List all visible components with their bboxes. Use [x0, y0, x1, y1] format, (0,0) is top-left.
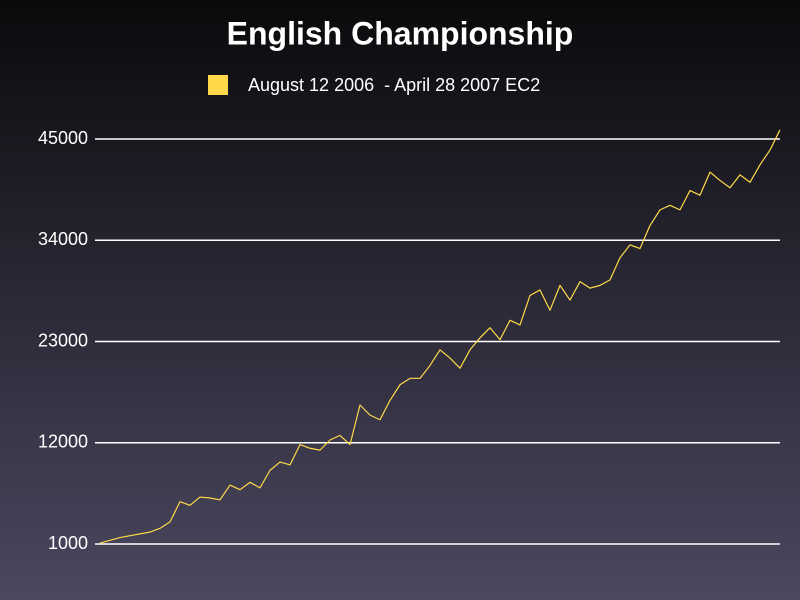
chart-title: English Championship	[227, 15, 574, 51]
y-tick-label: 34000	[38, 229, 88, 249]
legend-label: August 12 2006 - April 28 2007 EC2	[248, 75, 540, 95]
y-tick-label: 45000	[38, 128, 88, 148]
legend-swatch	[208, 75, 228, 95]
y-tick-label: 1000	[48, 533, 88, 553]
y-tick-label: 12000	[38, 432, 88, 452]
y-tick-label: 23000	[38, 330, 88, 350]
data-line	[99, 129, 781, 544]
